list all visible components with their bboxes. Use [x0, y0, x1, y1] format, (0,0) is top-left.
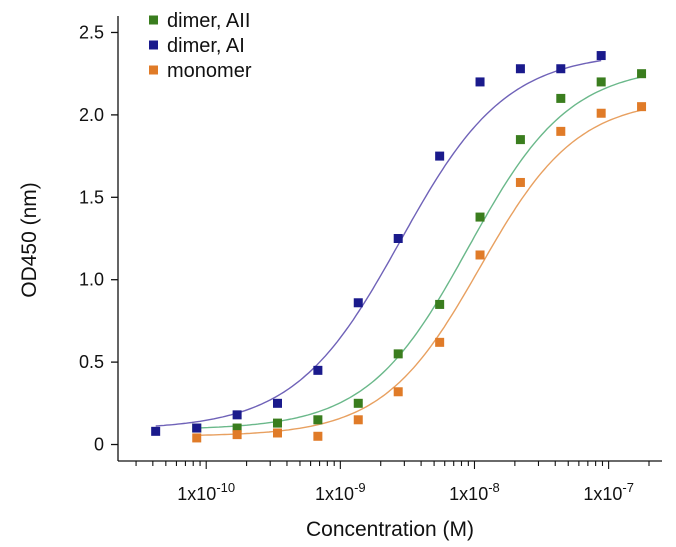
legend-marker	[149, 15, 158, 25]
data-point	[393, 349, 403, 359]
fit-curves	[155, 59, 642, 436]
data-point	[192, 433, 202, 443]
data-point	[435, 337, 445, 347]
y-tick-label: 0.5	[79, 352, 104, 372]
data-point	[192, 423, 202, 433]
x-ticks: 1x10-10 1x10-9 1x10-8 1x10-7	[135, 461, 650, 504]
fit-curve-0	[196, 76, 642, 429]
x-tick-label: 1x10-10	[177, 480, 235, 504]
y-tick-label: 1.0	[79, 270, 104, 290]
data-point	[556, 64, 566, 74]
data-point	[475, 77, 485, 87]
x-tick-label: 1x10-9	[315, 480, 366, 504]
data-point	[435, 151, 445, 161]
fit-curve-2	[196, 109, 642, 436]
plot-area: 00.51.01.52.02.5 1x10-10 1x10-9 1x10-8 1x10…	[79, 16, 662, 504]
legend: dimer, AII dimer, AI monomer	[149, 10, 252, 82]
data-point	[515, 64, 525, 74]
x-tick-label: 1x10-8	[449, 480, 500, 504]
data-point	[313, 415, 323, 425]
y-tick-label: 2.0	[79, 105, 104, 125]
data-point	[596, 108, 606, 118]
legend-marker	[149, 40, 158, 50]
data-point	[435, 299, 445, 309]
legend-marker	[149, 65, 158, 75]
fit-curve-1	[155, 59, 602, 427]
data-point	[596, 51, 606, 61]
data-point	[637, 102, 647, 112]
data-point	[515, 177, 525, 187]
data-point	[232, 430, 242, 440]
data-markers	[151, 51, 647, 443]
y-axis-title: OD450 (nm)	[18, 182, 41, 298]
data-point	[596, 77, 606, 87]
legend-label: dimer, AI	[167, 35, 245, 57]
data-point	[313, 365, 323, 375]
data-point	[232, 410, 242, 420]
legend-label: monomer	[167, 60, 252, 82]
y-ticks: 0 0.5 1.0 1.5 2.0 2.5	[79, 22, 118, 455]
x-tick-label: 1x10-7	[583, 480, 634, 504]
data-point	[272, 418, 282, 428]
data-point	[232, 423, 242, 433]
data-point	[151, 426, 161, 436]
data-point	[353, 298, 363, 308]
data-point	[393, 387, 403, 397]
data-point	[515, 135, 525, 145]
data-point	[272, 398, 282, 408]
data-point	[313, 431, 323, 441]
data-point	[475, 212, 485, 222]
data-point	[637, 69, 647, 79]
y-tick-label: 1.5	[79, 187, 104, 207]
data-point	[475, 250, 485, 260]
data-point	[556, 93, 566, 103]
data-point	[353, 415, 363, 425]
data-point	[272, 428, 282, 438]
data-point	[353, 398, 363, 408]
y-tick-label: 0	[94, 435, 104, 455]
data-point	[393, 234, 403, 243]
y-tick-label: 2.5	[79, 22, 104, 42]
data-point	[556, 126, 566, 136]
x-axis-title: Concentration (M)	[306, 518, 474, 541]
legend-label: dimer, AII	[167, 10, 250, 32]
